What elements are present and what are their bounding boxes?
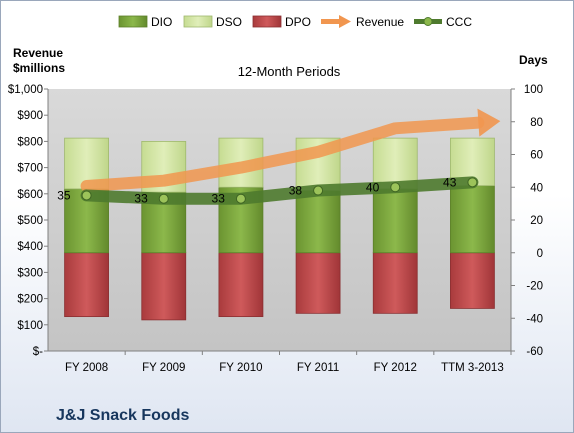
ccc-data-label: 33 xyxy=(212,192,226,206)
x-tick-label: FY 2008 xyxy=(65,362,108,374)
left-tick-label: $600 xyxy=(17,189,43,201)
axes-layer: $- $100 $200 $300 $400 $500 $600 $700 $800 $900 $1… xyxy=(8,84,543,374)
ccc-point xyxy=(390,182,401,193)
legend-label-dio: DIO xyxy=(151,15,172,29)
lines-layer: 35 33 33 38 40 43 xyxy=(57,108,501,206)
right-tick-label: -40 xyxy=(526,313,543,325)
left-tick-label: $800 xyxy=(17,136,43,148)
left-axis-title-line1: Revenue xyxy=(13,46,63,60)
right-axis-title: Days xyxy=(519,53,548,67)
ccc-point xyxy=(81,190,92,201)
bar-dpo xyxy=(450,252,495,309)
bar-dpo xyxy=(218,252,264,318)
ccc-data-label: 35 xyxy=(57,188,71,202)
ccc-point xyxy=(313,185,324,196)
chart-title: 12-Month Periods xyxy=(238,64,341,79)
legend-label-dpo: DPO xyxy=(285,15,311,29)
ccc-point xyxy=(235,193,246,204)
right-tick-label: 80 xyxy=(530,117,543,129)
left-tick-label: $- xyxy=(33,346,43,358)
ccc-data-label: 40 xyxy=(366,180,380,194)
right-tick-label: 20 xyxy=(530,215,543,227)
right-tick-label: 100 xyxy=(524,84,543,96)
right-tick-label: 60 xyxy=(530,150,543,162)
left-axis-title-line2: $millions xyxy=(13,61,65,75)
legend-label-revenue: Revenue xyxy=(356,15,404,29)
x-tick-label: FY 2010 xyxy=(219,362,262,374)
x-tick-label: FY 2011 xyxy=(297,362,339,374)
ccc-point xyxy=(467,177,478,188)
left-tick-label: $100 xyxy=(17,320,43,332)
x-tick-label: FY 2009 xyxy=(142,362,185,374)
company-name: J&J Snack Foods xyxy=(56,407,189,424)
left-tick-label: $400 xyxy=(17,241,43,253)
ccc-data-label: 33 xyxy=(134,192,148,206)
right-tick-label: 40 xyxy=(530,182,543,194)
ccc-data-label: 38 xyxy=(289,184,303,198)
left-tick-label: $1,000 xyxy=(8,84,43,96)
legend-swatch-dso xyxy=(183,15,213,28)
x-tick-label: FY 2012 xyxy=(374,362,417,374)
bar-dpo xyxy=(295,252,341,314)
legend: DIO DSO DPO Revenue CCC xyxy=(118,15,472,29)
legend-swatch-dpo xyxy=(252,15,282,28)
left-tick-label: $500 xyxy=(17,215,43,227)
right-tick-label: -20 xyxy=(526,281,543,293)
right-tick-label: -60 xyxy=(526,346,543,358)
bar-dpo xyxy=(64,252,109,318)
revenue-arrowhead xyxy=(477,108,501,137)
right-tick-label: 0 xyxy=(537,248,543,260)
ccc-line xyxy=(80,176,479,205)
x-tick-label: TTM 3-2013 xyxy=(441,362,504,374)
left-tick-label: $700 xyxy=(17,163,43,175)
bar-dio xyxy=(372,188,418,254)
legend-swatch-dio xyxy=(118,15,148,28)
bar-dpo xyxy=(141,252,187,321)
revenue-line xyxy=(80,116,485,192)
legend-label-dso: DSO xyxy=(216,15,242,29)
left-tick-label: $300 xyxy=(17,267,43,279)
ccc-point xyxy=(158,193,169,204)
plot-area xyxy=(48,89,511,351)
ccc-data-label: 43 xyxy=(443,175,457,189)
left-tick-label: $200 xyxy=(17,294,43,306)
legend-label-ccc: CCC xyxy=(446,15,472,29)
bar-dio xyxy=(450,185,495,254)
bar-dio xyxy=(295,190,341,254)
bar-dpo xyxy=(372,252,418,314)
legend-swatch-ccc xyxy=(414,17,442,26)
left-tick-label: $900 xyxy=(17,110,43,122)
legend-swatch-revenue xyxy=(321,15,351,28)
